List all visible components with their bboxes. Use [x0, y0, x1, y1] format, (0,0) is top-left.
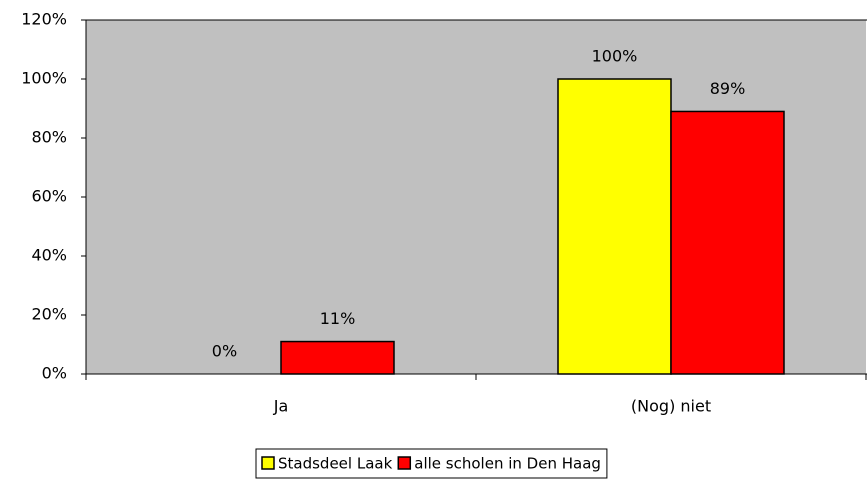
legend-label: alle scholen in Den Haag [414, 455, 601, 473]
legend-label: Stadsdeel Laak [278, 455, 393, 473]
y-tick-label: 80% [31, 128, 67, 147]
legend-swatch [261, 456, 275, 470]
value-label: 89% [710, 79, 746, 98]
x-tick-label: Ja [273, 397, 289, 416]
y-tick-label: 20% [31, 305, 67, 324]
value-label: 100% [592, 47, 638, 66]
legend [255, 448, 608, 479]
value-label: 11% [320, 309, 356, 328]
bar [280, 340, 395, 375]
y-tick-label: 100% [21, 69, 67, 88]
legend-swatch [397, 456, 412, 470]
bar [557, 78, 672, 375]
bar [670, 110, 785, 375]
x-tick-label: (Nog) niet [631, 397, 711, 416]
value-label: 0% [212, 342, 237, 361]
y-tick-label: 40% [31, 246, 67, 265]
y-tick-label: 0% [42, 364, 67, 383]
y-tick-label: 120% [21, 10, 67, 29]
y-tick-label: 60% [31, 187, 67, 206]
